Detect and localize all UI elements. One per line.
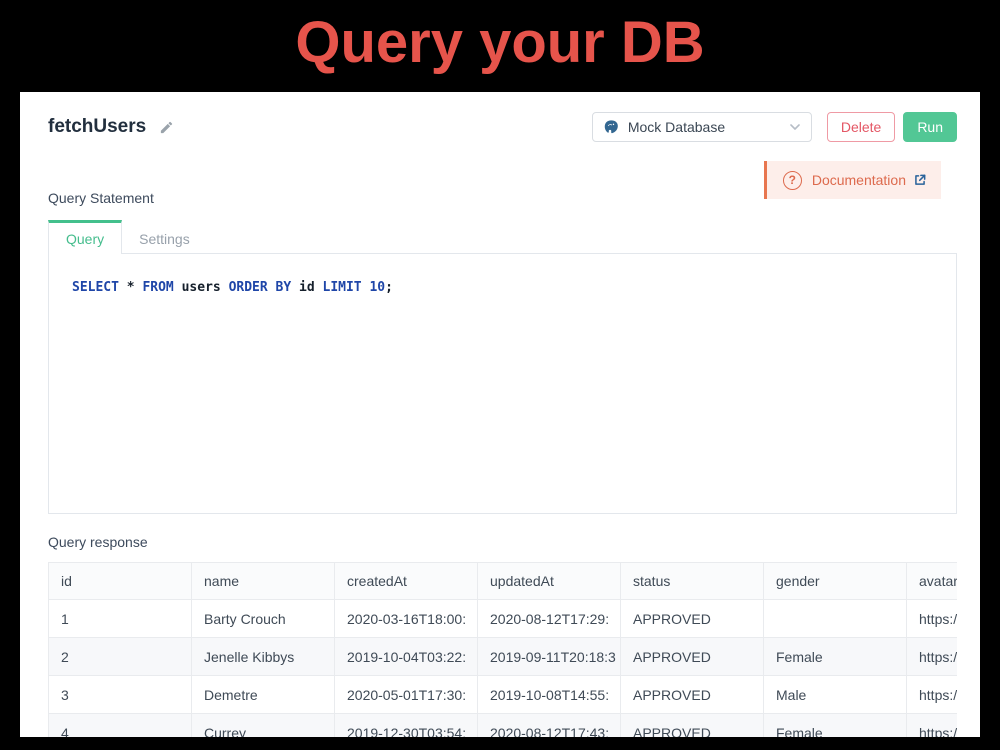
table-cell: Female [763,713,907,737]
table-cell: https:// [906,637,957,676]
run-button[interactable]: Run [903,112,957,142]
documentation-link-label: Documentation [811,172,906,188]
table-cell: Female [763,637,907,676]
tab-settings[interactable]: Settings [139,230,190,247]
delete-button[interactable]: Delete [826,112,896,142]
chevron-down-icon [789,121,801,133]
column-header: name [191,562,335,600]
sql-token: id [291,280,323,295]
column-header: status [620,562,764,600]
table-cell: 2020-08-12T17:29: [477,599,621,638]
table-row: 3 Demetre 2020-05-01T17:30: 2019-10-08T14:5… [48,675,957,714]
table-row: 1 Barty Crouch 2020-03-16T18:00: 2020-08-12… [48,599,957,638]
table-cell: https:// [906,599,957,638]
column-header: createdAt [334,562,478,600]
column-header: avatar [906,562,957,600]
datasource-select-value: Mock Database [627,119,726,135]
table-cell: 4 [48,713,192,737]
column-header: updatedAt [477,562,621,600]
table-cell: https:// [906,713,957,737]
table-cell: 3 [48,675,192,714]
table-cell: 2 [48,637,192,676]
question-circle-icon: ? [782,170,802,190]
table-cell: Demetre [191,675,335,714]
results-table-container: id name createdAt updatedAt status gender avat… [48,562,957,737]
sql-token: 10 [369,280,386,295]
datasource-select[interactable]: Mock Database [591,112,812,142]
table-cell: Barty Crouch [191,599,335,638]
table-cell: Male [763,675,907,714]
table-cell: 1 [48,599,192,638]
page-title: Query your DB [295,10,705,75]
results-table-body: 1 Barty Crouch 2020-03-16T18:00: 2020-08-12… [48,599,957,737]
sql-token: ORDER BY [228,280,292,295]
external-link-icon [913,173,927,187]
sql-token: ; [385,280,393,295]
sql-token: * [118,280,143,295]
table-cell: APPROVED [620,675,764,714]
table-cell: APPROVED [620,637,764,676]
column-header: id [48,562,192,600]
table-cell: Jenelle Kibbys [191,637,335,676]
edit-pencil-icon[interactable] [159,120,174,135]
documentation-banner[interactable]: ? Documentation [763,161,941,199]
sql-editor[interactable]: SELECT * FROM users ORDER BY id LIMIT 10… [48,254,957,514]
results-table: id name createdAt updatedAt status gender avat… [48,562,957,737]
table-cell: APPROVED [620,713,764,737]
table-cell: 2019-10-04T03:22: [334,637,478,676]
table-cell: Currey [191,713,335,737]
table-cell: 2020-05-01T17:30: [334,675,478,714]
table-cell: 2019-10-08T14:55: [477,675,621,714]
table-cell: https:// [906,675,957,714]
table-cell: 2020-03-16T18:00: [334,599,478,638]
table-row: 4 Currey 2019-12-30T03:54: 2020-08-12T17:43… [48,713,957,737]
postgresql-icon [603,119,620,136]
table-row: 2 Jenelle Kibbys 2019-10-04T03:22: 2019-09-… [48,637,957,676]
query-name: fetchUsers [48,116,147,137]
tab-query[interactable]: Query [48,220,123,254]
table-cell: 2019-12-30T03:54: [334,713,478,737]
query-response-label: Query response [48,534,148,550]
query-title-group: fetchUsers [48,116,174,138]
table-header-row: id name createdAt updatedAt status gender avat… [48,562,957,600]
sql-token: users [173,280,229,295]
query-statement-label: Query Statement [48,190,154,206]
header-row: fetchUsers Mock Database [48,112,957,142]
column-header: gender [763,562,907,600]
sql-token: LIMIT [322,280,362,295]
sql-code-line: SELECT * FROM users ORDER BY id LIMIT 10… [72,280,946,295]
table-cell: 2019-09-11T20:18:3 [477,637,621,676]
table-cell: 2020-08-12T17:43: [477,713,621,737]
sql-token: SELECT [72,280,119,295]
table-cell [763,599,907,638]
query-app-panel: fetchUsers Mock Database [20,92,980,737]
editor-tabs: Query Settings [48,220,957,254]
header-actions: Mock Database Delete Run [591,112,957,142]
sql-token: FROM [142,280,174,295]
table-cell: APPROVED [620,599,764,638]
